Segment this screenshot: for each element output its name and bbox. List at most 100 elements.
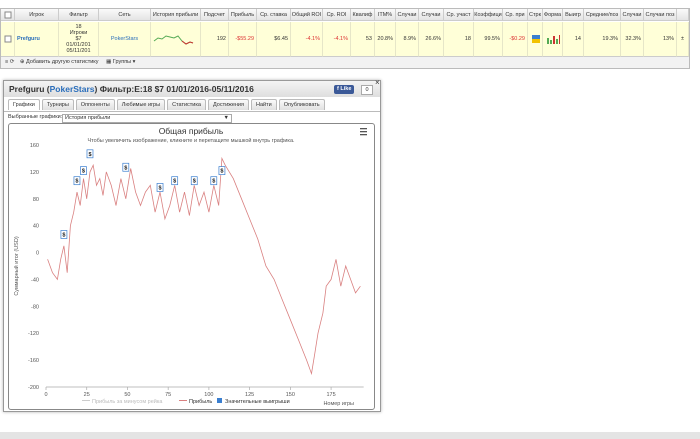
column-header[interactable]: Ср. ставка bbox=[257, 9, 291, 21]
x-tick-label: 50 bbox=[124, 392, 130, 398]
big-win-flag[interactable]: $ bbox=[171, 176, 179, 186]
big-win-flag[interactable]: $ bbox=[122, 162, 130, 172]
flag-label: $ bbox=[62, 232, 65, 238]
column-header[interactable]: Коэффици bbox=[474, 9, 503, 21]
expand-button[interactable]: ± bbox=[677, 22, 689, 57]
cell-value: 192 bbox=[216, 36, 226, 42]
cell-value: -$0.29 bbox=[509, 36, 525, 42]
big-win-flag[interactable]: $ bbox=[80, 166, 87, 175]
add-stat-button[interactable]: ⊕ Добавить другую статистику bbox=[19, 59, 99, 65]
tab-bar: Графики Турниры Оппоненты Любимые игры Стати… bbox=[8, 99, 325, 110]
tab[interactable]: Опубликовать bbox=[278, 99, 325, 110]
table-cell: 13% bbox=[644, 22, 677, 57]
flag-box bbox=[171, 176, 179, 186]
menu-line bbox=[360, 131, 367, 133]
table-cell: -4.1% bbox=[323, 22, 351, 57]
flag-label: $ bbox=[158, 185, 161, 191]
flag-bottom bbox=[532, 39, 540, 43]
form-bar bbox=[553, 36, 555, 44]
x-tick-label: 25 bbox=[84, 392, 90, 398]
column-header[interactable]: Подсчет bbox=[201, 9, 229, 21]
tab[interactable]: Оппоненты bbox=[75, 99, 115, 110]
chart-menu[interactable] bbox=[360, 128, 367, 136]
x-tick-label: 175 bbox=[326, 392, 335, 398]
menu-line bbox=[360, 134, 367, 136]
add-stat-label: Добавить другую статистику bbox=[26, 59, 99, 65]
toolbar-icons[interactable]: ≡ ⟳ bbox=[5, 59, 15, 65]
flag-label: $ bbox=[193, 179, 196, 185]
flag-box bbox=[156, 183, 164, 192]
table-cell: 19.3% bbox=[584, 22, 621, 57]
table-cell: -$0.29 bbox=[503, 22, 528, 57]
row-checkbox[interactable] bbox=[1, 22, 15, 57]
column-header[interactable]: Прибыль bbox=[229, 9, 257, 21]
big-win-flag[interactable]: $ bbox=[210, 176, 218, 186]
stats-table: ≡ ⟳ ⊕ Добавить другую статистику ▦ Групп… bbox=[0, 8, 690, 69]
cell-value: 18 bbox=[464, 36, 471, 42]
cell-value: -4.1% bbox=[305, 36, 320, 42]
big-win-flag[interactable]: $ bbox=[73, 176, 81, 186]
flag-label: $ bbox=[82, 169, 85, 175]
column-header[interactable]: ITM% bbox=[375, 9, 396, 21]
x-tick-label: 125 bbox=[245, 392, 254, 398]
cell-value: 99.5% bbox=[484, 36, 500, 42]
table-cell bbox=[528, 22, 543, 57]
tab[interactable]: Достижения bbox=[207, 99, 249, 110]
cell-value: 26.6% bbox=[425, 36, 441, 42]
cell-value: 13% bbox=[662, 36, 674, 42]
cell-value: 18 Игроки $7 01/01/201 05/11/201 bbox=[66, 24, 91, 54]
chart-select[interactable]: История прибыли ▼ bbox=[62, 114, 232, 123]
tab[interactable]: Любимые игры bbox=[116, 99, 166, 110]
menu-line bbox=[360, 128, 367, 130]
column-header[interactable]: Случаи поз bbox=[644, 9, 677, 21]
column-header[interactable]: Игрок bbox=[15, 9, 59, 21]
cell-value: 14 bbox=[574, 36, 581, 42]
column-header[interactable]: Случаи bbox=[419, 9, 444, 21]
big-win-flag[interactable]: $ bbox=[156, 183, 164, 192]
groups-button[interactable]: ▦ Группы ▾ bbox=[106, 59, 136, 65]
expand-cell bbox=[677, 9, 689, 21]
column-header[interactable]: Случаи bbox=[621, 9, 644, 21]
form-bar bbox=[550, 40, 552, 44]
column-header[interactable]: Случаи bbox=[396, 9, 419, 21]
tab[interactable]: Турниры bbox=[41, 99, 74, 110]
profit-line bbox=[47, 156, 361, 376]
close-button[interactable]: × bbox=[375, 78, 380, 87]
tab[interactable]: Найти bbox=[250, 99, 277, 110]
column-header[interactable]: Квалиф bbox=[351, 9, 375, 21]
column-header[interactable]: История прибыли bbox=[151, 9, 201, 21]
header-checkbox[interactable] bbox=[1, 9, 15, 21]
table-cell: 192 bbox=[201, 22, 229, 57]
big-win-flag[interactable]: $ bbox=[60, 230, 68, 239]
table-cell: 18 bbox=[444, 22, 474, 57]
column-header[interactable]: Ср. ROI bbox=[323, 9, 351, 21]
column-header[interactable]: Общий ROI bbox=[291, 9, 323, 21]
chart-title: Общая прибыль bbox=[159, 126, 224, 136]
column-header[interactable]: Ср. участ bbox=[444, 9, 474, 21]
like-button[interactable]: f Like bbox=[334, 85, 355, 94]
column-header[interactable]: Средние/поз bbox=[584, 9, 621, 21]
flag-label: $ bbox=[220, 169, 223, 175]
select-label: Выбранные графики: bbox=[8, 114, 63, 120]
column-header[interactable]: Стрк bbox=[528, 9, 543, 21]
column-header[interactable]: Ср. при bbox=[503, 9, 528, 21]
flag-box bbox=[190, 176, 198, 186]
column-header[interactable]: Фильтр bbox=[59, 9, 99, 21]
table-cell: 26.6% bbox=[419, 22, 444, 57]
tab[interactable]: Статистика bbox=[167, 99, 206, 110]
big-win-flag[interactable]: $ bbox=[218, 166, 226, 175]
big-win-flag[interactable]: $ bbox=[190, 176, 198, 186]
column-header[interactable]: Выигр bbox=[563, 9, 584, 21]
flag-box bbox=[80, 166, 87, 175]
big-win-flag[interactable]: $ bbox=[86, 149, 94, 159]
title-site: PokerStars bbox=[49, 84, 95, 94]
column-header[interactable]: Сеть bbox=[99, 9, 151, 21]
sparkline-loss bbox=[181, 40, 194, 45]
table-cell: -4.1% bbox=[291, 22, 323, 57]
table-cell: PokerStars bbox=[99, 22, 151, 57]
flag-label: $ bbox=[75, 179, 78, 185]
tab[interactable]: Графики bbox=[8, 99, 40, 110]
column-header[interactable]: Форма bbox=[543, 9, 563, 21]
